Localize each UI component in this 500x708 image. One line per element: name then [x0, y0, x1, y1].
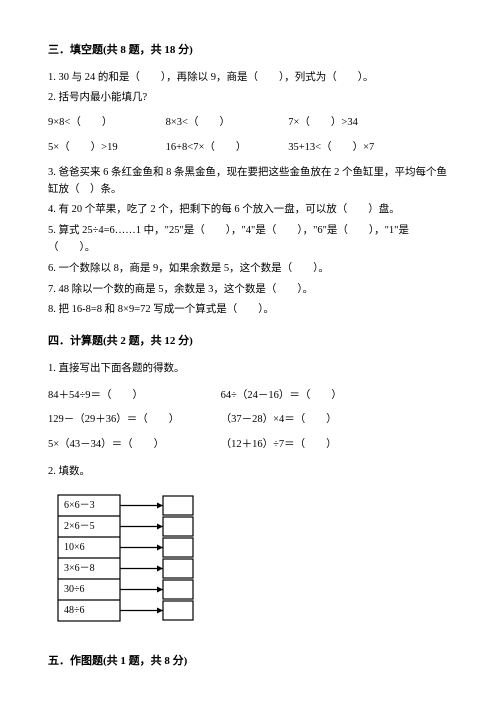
section-3-title: 三．填空题(共 8 题，共 18 分) — [48, 42, 452, 60]
q3-3: 3. 爸爸买来 6 条红金鱼和 8 条黑金鱼，现在要把这些金鱼放在 2 个鱼缸里… — [48, 165, 452, 199]
expr: 8×3<（ ） — [166, 115, 286, 132]
q4-2: 2. 填数。 — [48, 464, 452, 481]
expr: 35+13<（ ）×7 — [288, 140, 374, 157]
expr: （37－28）×4＝（ ） — [221, 412, 337, 429]
q4-1-row3: 5×（43－34）＝（ ） （12＋16）÷7＝（ ） — [48, 437, 452, 454]
q3-7: 7. 48 除以一个数的商是 5，余数是 3，这个数是（ ）。 — [48, 282, 452, 299]
q3-4: 4. 有 20 个苹果，吃了 2 个，把剩下的每 6 个放入一盘，可以放（ ）盘… — [48, 202, 452, 219]
q3-2-row2: 5×（ ）>19 16+8<7×（ ） 35+13<（ ）×7 — [48, 140, 452, 157]
q3-6: 6. 一个数除以 8，商是 9，如果余数是 5，这个数是（ ）。 — [48, 261, 452, 278]
svg-text:10×6: 10×6 — [64, 542, 85, 553]
expr: （12＋16）÷7＝（ ） — [221, 437, 337, 454]
q4-1-row1: 84＋54÷9＝（ ） 64÷（24－16）＝（ ） — [48, 388, 452, 405]
section-5-title: 五．作图题(共 1 题，共 8 分) — [48, 653, 452, 671]
expr: 7×（ ）>34 — [288, 115, 358, 132]
q3-1: 1. 30 与 24 的和是（ ），再除以 9，商是（ ），列式为（ ）。 — [48, 70, 452, 87]
q3-2: 2. 括号内最小能填几? — [48, 90, 452, 107]
expr: 5×（ ）>19 — [48, 140, 163, 157]
q4-1: 1. 直接写出下面各题的得数。 — [48, 361, 452, 378]
q3-5: 5. 算式 25÷4=6……1 中，"25"是（ ），"4"是（ ），"6"是（… — [48, 223, 452, 257]
expr: 64÷（24－16）＝（ ） — [221, 388, 342, 405]
expr: 5×（43－34）＝（ ） — [48, 437, 218, 454]
fill-number-diagram: 6×6－3 2×6－5 10×6 3×6－8 30÷6 48÷6 — [48, 493, 452, 625]
q3-8: 8. 把 16-8=8 和 8×9=72 写成一个算式是（ ）。 — [48, 302, 452, 319]
section-4-title: 四．计算题(共 2 题，共 12 分) — [48, 333, 452, 351]
expr: 129－（29＋36）＝（ ） — [48, 412, 218, 429]
expr: 84＋54÷9＝（ ） — [48, 388, 218, 405]
q4-1-row2: 129－（29＋36）＝（ ） （37－28）×4＝（ ） — [48, 412, 452, 429]
q3-2-row1: 9×8<（ ） 8×3<（ ） 7×（ ）>34 — [48, 115, 452, 132]
diagram-svg: 6×6－3 2×6－5 10×6 3×6－8 30÷6 48÷6 — [48, 493, 228, 625]
svg-text:6×6－3: 6×6－3 — [64, 500, 95, 511]
expr: 9×8<（ ） — [48, 115, 163, 132]
svg-text:48÷6: 48÷6 — [64, 605, 85, 616]
svg-text:2×6－5: 2×6－5 — [64, 521, 95, 532]
svg-text:3×6－8: 3×6－8 — [64, 563, 95, 574]
expr: 16+8<7×（ ） — [166, 140, 286, 157]
svg-text:30÷6: 30÷6 — [64, 584, 85, 595]
